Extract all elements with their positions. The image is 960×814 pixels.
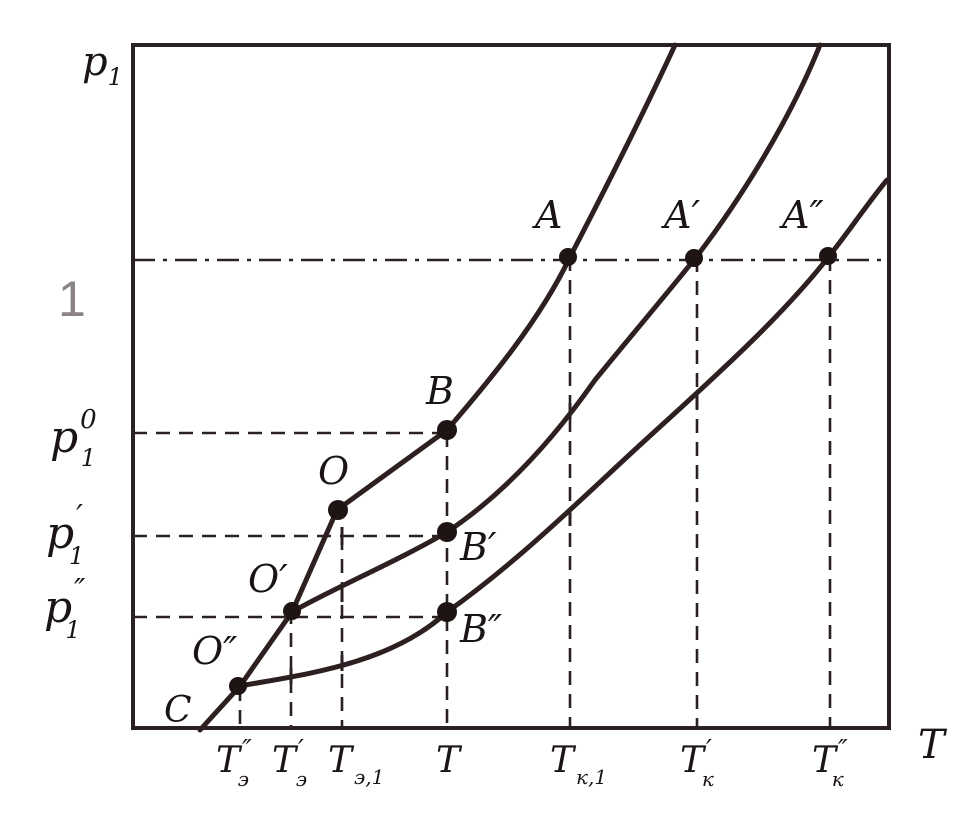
x-tick-t: T: [436, 740, 463, 781]
point-a-prime: [685, 249, 703, 267]
boundary-curve-c-o: [197, 507, 340, 733]
curve-o-b-a: [334, 42, 678, 513]
point-o: [328, 500, 348, 520]
label-a-double-prime: A″: [779, 193, 824, 237]
x-axis-label: T: [918, 722, 948, 768]
y-tick-p1-prime: p′ 1: [46, 499, 84, 570]
point-b: [437, 420, 457, 440]
label-c: C: [164, 690, 192, 731]
label-o: O: [318, 449, 349, 493]
point-a-double-prime: [819, 247, 837, 265]
curve-o1-b1-a1: [289, 42, 823, 615]
point-o-prime: [283, 602, 301, 620]
x-tick-t-e-double-prime: T″ э: [216, 735, 252, 791]
label-b: B: [425, 369, 454, 413]
y-axis-label: p1: [82, 39, 123, 91]
label-b-double-prime: B″: [459, 607, 502, 651]
y-tick-one: 1: [58, 271, 86, 327]
label-a: A: [532, 193, 562, 237]
plot-frame: [131, 43, 891, 730]
y-tick-p1-double-prime: p″ 1: [44, 573, 86, 644]
label-a-prime: A′: [661, 193, 700, 237]
label-b-prime: B′: [459, 525, 497, 569]
x-tick-t-k-double-prime: T″ к: [812, 735, 848, 791]
x-tick-t-k-prime: T′ к: [680, 735, 714, 791]
y-tick-p0: p0 1: [50, 405, 97, 472]
point-b-prime: [437, 522, 457, 542]
x-tick-t-e-prime: T′ э: [272, 735, 307, 791]
point-o-double-prime: [229, 677, 247, 695]
label-o-double-prime: O″: [192, 629, 237, 673]
label-o-prime: O′: [248, 557, 288, 601]
point-a: [559, 248, 577, 266]
point-b-double-prime: [437, 602, 457, 622]
